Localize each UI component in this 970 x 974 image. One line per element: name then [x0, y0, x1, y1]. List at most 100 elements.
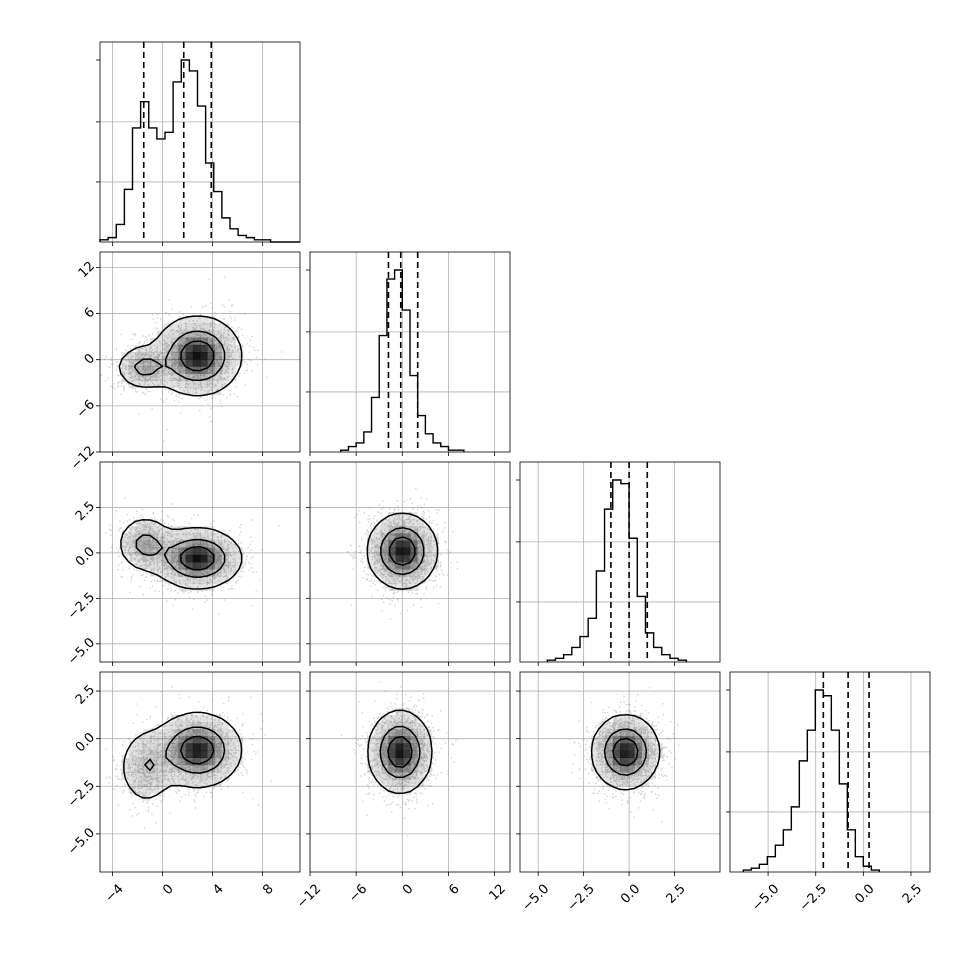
density-cell [150, 380, 158, 389]
hist-bar [230, 229, 238, 242]
density-cell [128, 750, 137, 759]
density-cell [164, 722, 172, 730]
hist-bar [214, 192, 222, 242]
contour-level-3 [180, 340, 215, 372]
hist-bar [564, 655, 572, 662]
density-cell [417, 533, 425, 541]
density-cell [605, 722, 614, 730]
density-cell [402, 526, 411, 534]
hist-panel-p2 [516, 461, 721, 663]
density-cell [200, 337, 208, 346]
density-cell [417, 569, 425, 577]
density-cell [395, 554, 404, 563]
density-cell [605, 736, 614, 744]
density-cell [171, 533, 179, 541]
density-cell [207, 352, 215, 360]
density-cell [388, 729, 397, 737]
density-cell [381, 576, 389, 584]
density-cell [417, 743, 425, 751]
density-cell [157, 533, 165, 541]
x-tick-label-p2: 0.0 [618, 882, 643, 907]
density-cell [214, 722, 222, 730]
density-cell [150, 519, 158, 527]
panel-content [520, 672, 720, 872]
density-cell [598, 764, 607, 773]
density-cell [402, 722, 411, 730]
density-cell [185, 373, 194, 381]
density-cell [135, 786, 144, 794]
density-cell [228, 757, 237, 766]
density-cell [157, 743, 165, 751]
density-cell [381, 540, 389, 549]
density-cell [381, 714, 389, 723]
density-cell [185, 380, 194, 389]
density-cell [171, 352, 179, 360]
density-cell [192, 576, 201, 584]
density-cell [374, 554, 382, 563]
hist-bar [133, 128, 141, 242]
density-cell [388, 526, 397, 534]
density-cell [150, 554, 158, 563]
density-cell [214, 743, 222, 751]
density-cell [171, 526, 179, 534]
density-cell [200, 714, 208, 723]
density-cell [388, 714, 397, 723]
density-cell [214, 729, 222, 737]
density-cell [164, 729, 172, 737]
density-cell [192, 344, 201, 353]
density-cell [192, 764, 201, 773]
density-cell [410, 772, 418, 780]
density-cell [648, 743, 657, 751]
density-cell [135, 526, 144, 534]
density-cell [171, 554, 179, 563]
density-cell [402, 540, 411, 549]
density-cell [417, 519, 425, 527]
density-cell [214, 757, 222, 766]
density-cell [598, 757, 607, 766]
density-cell [142, 779, 151, 787]
density-cell [620, 722, 628, 730]
x-tick-label-p1: −12 [294, 882, 324, 912]
density-cell [135, 757, 144, 766]
y-tick-label-p3: 2.5 [73, 682, 98, 707]
y-tick-label-p2: 0.0 [73, 544, 98, 569]
density-cell [185, 526, 194, 534]
density-cell [200, 387, 208, 396]
density-cell [221, 729, 229, 737]
density-cell [395, 540, 404, 549]
density-cell [142, 750, 151, 759]
density-cell [228, 736, 237, 744]
density-cell [171, 743, 179, 751]
density-cell [207, 779, 215, 787]
density-cell [171, 779, 179, 787]
density-cell [221, 736, 229, 744]
density-cell [221, 330, 229, 339]
density-cell [178, 323, 187, 331]
density-cell [150, 779, 158, 787]
density-cell [424, 757, 432, 766]
density-cell [200, 779, 208, 787]
density-cell [598, 750, 607, 759]
density-cell [402, 519, 411, 527]
contour-level-1 [366, 512, 439, 590]
density-cell [417, 750, 425, 759]
density-cell [395, 547, 404, 556]
scatter-panel-p0-p2 [99, 461, 301, 663]
density-cell [192, 757, 201, 766]
density-cell [431, 540, 439, 549]
hist-bar [364, 432, 372, 452]
density-cell [192, 373, 201, 381]
density-cell [150, 786, 158, 794]
density-cell [374, 540, 382, 549]
density-cell [192, 547, 201, 556]
density-cell [135, 764, 144, 773]
hist-bar [441, 447, 449, 452]
density-cell [192, 729, 201, 737]
density-cell [200, 352, 208, 360]
density-cell [192, 569, 201, 577]
density-cell [410, 519, 418, 527]
density-cell [157, 352, 165, 360]
density-cell [424, 547, 432, 556]
density-cell [135, 772, 144, 780]
